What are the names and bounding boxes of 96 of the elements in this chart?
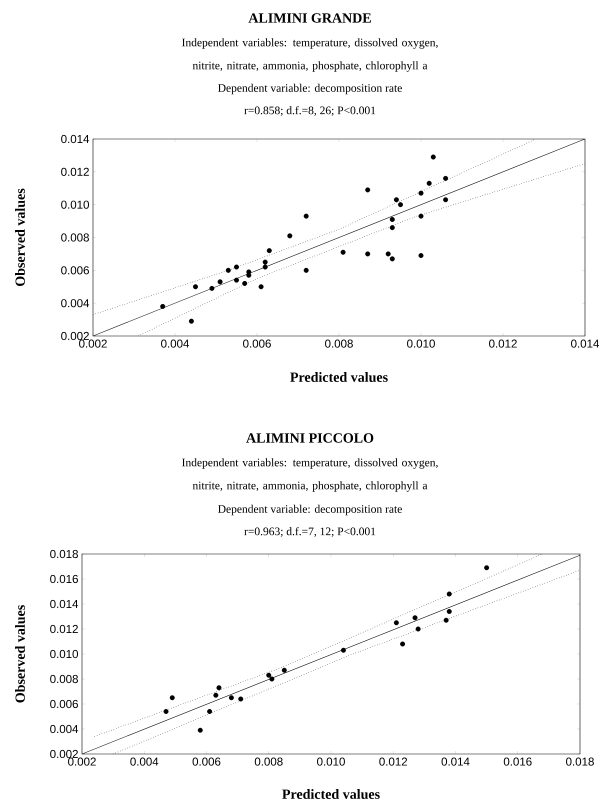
y-tick-label: 0.012	[50, 624, 78, 634]
point	[394, 620, 399, 626]
point	[193, 284, 198, 290]
point	[446, 608, 452, 614]
x-tick-label: 0.008	[325, 340, 353, 348]
point	[228, 695, 234, 700]
point	[188, 318, 194, 324]
x-tick-label: 0.004	[161, 340, 190, 348]
point	[170, 695, 175, 700]
point	[207, 708, 212, 714]
point	[304, 268, 309, 273]
point	[209, 286, 214, 291]
point	[160, 304, 166, 309]
x-tick-label: 0.012	[489, 340, 517, 348]
point	[365, 187, 370, 192]
point	[226, 268, 231, 273]
y-tick-label: 0.002	[61, 332, 89, 340]
point	[266, 248, 272, 254]
point	[258, 284, 264, 290]
x-tick-label: 0.010	[317, 758, 345, 766]
x-tick-label: 0.012	[379, 758, 408, 766]
point	[444, 618, 449, 623]
point	[269, 676, 274, 682]
point	[484, 565, 490, 570]
y-tick-label: 0.004	[61, 299, 90, 308]
point	[412, 615, 418, 620]
y-tick-label: 0.016	[50, 574, 78, 584]
x-axis-title: Predicted values	[282, 789, 380, 799]
point	[426, 180, 432, 186]
y-tick-label: 0.004	[50, 724, 78, 734]
x-tick-label: 0.006	[243, 340, 271, 348]
point	[418, 253, 424, 258]
point	[443, 176, 448, 181]
text: r=0.963; d.f.=7, 12; P<0.001	[244, 527, 376, 537]
point	[390, 225, 395, 230]
y-tick-label: 0.018	[50, 550, 78, 558]
point	[418, 214, 424, 219]
point	[400, 641, 406, 646]
point	[242, 280, 248, 286]
text: Dependent variable: decomposition rate	[218, 84, 402, 94]
point	[164, 708, 169, 714]
x-tick-label: 0.002	[79, 340, 107, 348]
point	[386, 251, 391, 256]
point	[266, 672, 272, 678]
point	[282, 668, 287, 673]
chart-title: ALIMINI GRANDE	[248, 13, 371, 23]
point	[262, 260, 268, 265]
x-tick-label: 0.004	[130, 758, 158, 766]
text: r=0.858; d.f.=8, 26; P<0.001	[244, 106, 376, 116]
x-tick-label: 0.006	[192, 758, 220, 766]
point	[390, 216, 395, 222]
point	[198, 728, 203, 733]
point	[398, 202, 403, 208]
y-tick-label: 0.012	[61, 168, 89, 176]
y-tick-label: 0.008	[50, 674, 78, 684]
y-tick-label: 0.014	[61, 134, 90, 144]
point	[446, 591, 452, 596]
y-tick-label: 0.002	[50, 750, 78, 758]
point	[238, 696, 244, 702]
y-tick-label: 0.010	[50, 650, 78, 658]
x-tick-label: 0.016	[504, 758, 532, 766]
point	[418, 190, 424, 196]
x-tick-label: 0.008	[254, 758, 283, 766]
point	[234, 278, 239, 283]
x-tick-label: 0.018	[566, 758, 594, 766]
point	[234, 264, 239, 270]
y-axis-title: Observed values	[15, 605, 25, 702]
point	[213, 692, 218, 698]
y-tick-label: 0.006	[61, 266, 89, 274]
point	[287, 233, 292, 238]
y-axis-title: Observed values	[15, 188, 25, 286]
y-tick-label: 0.006	[50, 700, 78, 708]
point	[340, 648, 346, 653]
point	[216, 685, 222, 690]
x-tick-label: 0.010	[407, 340, 435, 348]
y-tick-label: 0.010	[61, 200, 90, 209]
point	[262, 264, 268, 270]
point	[390, 256, 395, 262]
point	[218, 279, 223, 284]
point	[365, 251, 370, 256]
y-tick-label: 0.008	[61, 233, 89, 242]
point	[340, 250, 346, 255]
text: Dependent variable: decomposition rate	[218, 504, 402, 516]
point	[304, 214, 309, 219]
chart-title: ALIMINI PICCOLO	[246, 433, 374, 443]
point	[394, 197, 399, 202]
point	[443, 197, 448, 202]
point	[416, 626, 421, 632]
x-axis-title: Predicted values	[290, 372, 388, 382]
y-tick-label: 0.014	[50, 600, 78, 608]
x-tick-label: 0.014	[442, 758, 470, 766]
chart-subtitle: Independent variables: temperature, dissolved oxygen, nitrite, nitrate, ammonia, phosphate, chlorophyll a	[182, 458, 438, 492]
chart-subtitle: Independent variables: temperature, dissolved oxygen, nitrite, nitrate, ammonia, phosphate, chlorophyll a	[182, 38, 438, 72]
x-tick-label: 0.002	[68, 758, 96, 766]
point	[430, 154, 436, 160]
x-tick-label: 0.014	[571, 340, 600, 348]
